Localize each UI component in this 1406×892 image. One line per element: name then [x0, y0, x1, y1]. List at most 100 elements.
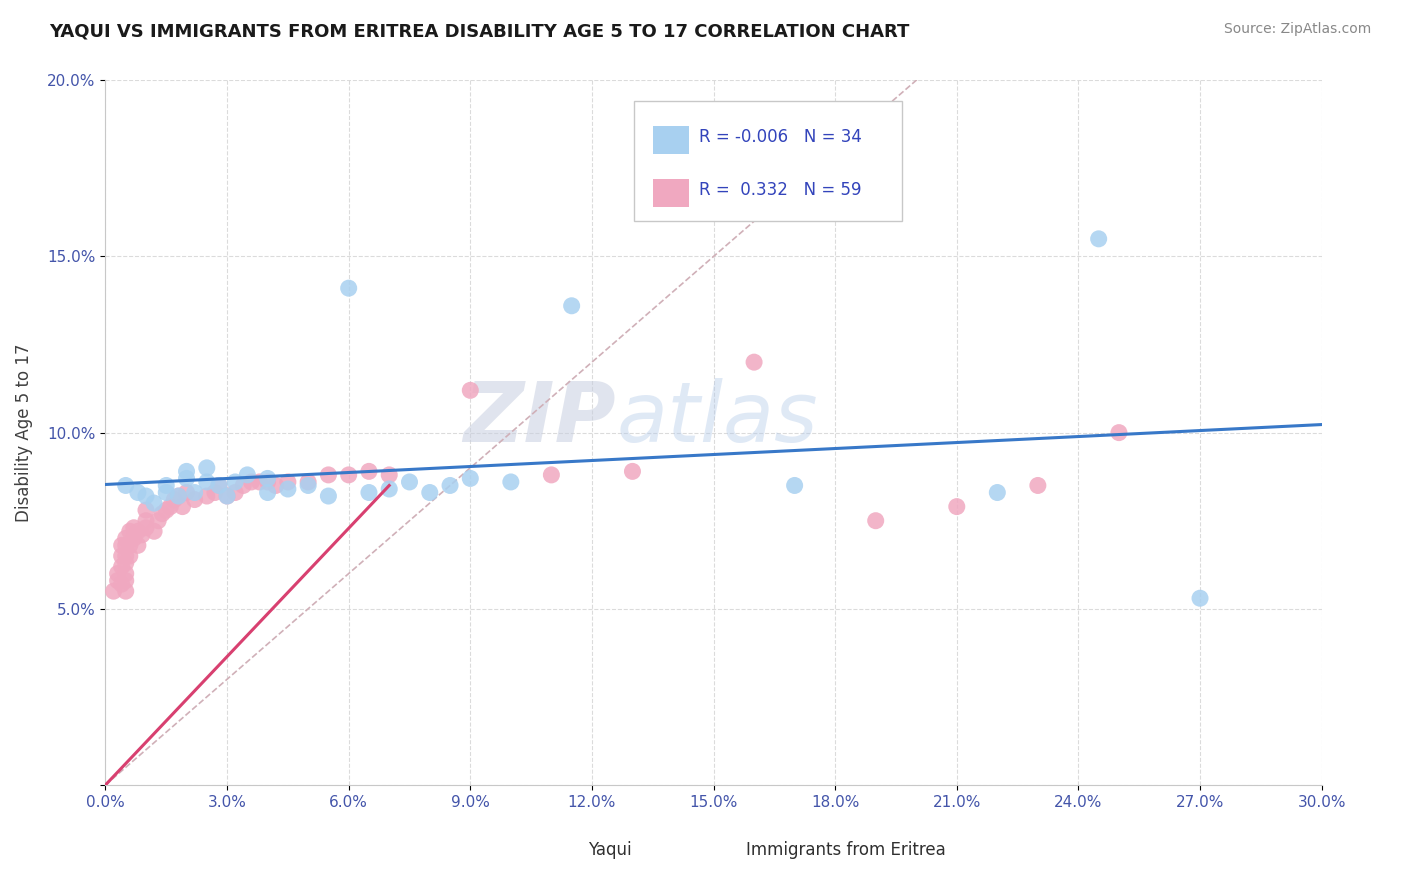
- Point: [742, 355, 765, 369]
- Point: [865, 514, 887, 528]
- Point: [103, 584, 125, 599]
- Point: [277, 482, 299, 496]
- Point: [419, 485, 441, 500]
- Point: [217, 489, 239, 503]
- Text: Source: ZipAtlas.com: Source: ZipAtlas.com: [1223, 22, 1371, 37]
- Point: [167, 489, 190, 503]
- Point: [118, 538, 141, 552]
- Point: [107, 566, 129, 581]
- Bar: [652, 179, 689, 207]
- Point: [357, 485, 380, 500]
- Point: [135, 521, 157, 535]
- Point: [183, 485, 205, 500]
- Point: [195, 489, 218, 503]
- Point: [561, 299, 583, 313]
- Point: [122, 531, 145, 545]
- Point: [783, 478, 806, 492]
- Point: [131, 528, 153, 542]
- Point: [986, 485, 1008, 500]
- Point: [111, 559, 134, 574]
- Point: [540, 467, 562, 482]
- Point: [217, 489, 239, 503]
- Text: Yaqui: Yaqui: [588, 841, 631, 859]
- Point: [357, 464, 380, 478]
- Point: [159, 500, 181, 514]
- Point: [277, 475, 299, 489]
- Point: [195, 475, 218, 489]
- Point: [264, 478, 287, 492]
- Point: [111, 538, 134, 552]
- Point: [143, 524, 166, 539]
- Point: [114, 574, 136, 588]
- Point: [337, 281, 360, 295]
- Point: [111, 577, 134, 591]
- Point: [337, 467, 360, 482]
- Point: [167, 489, 190, 503]
- Point: [256, 475, 278, 489]
- Point: [114, 478, 136, 492]
- Point: [1026, 478, 1049, 492]
- Point: [172, 500, 194, 514]
- Point: [118, 549, 141, 563]
- Point: [232, 478, 254, 492]
- Point: [318, 467, 340, 482]
- Point: [499, 475, 522, 489]
- Point: [378, 467, 401, 482]
- Point: [458, 471, 481, 485]
- Point: [318, 489, 340, 503]
- Point: [146, 514, 169, 528]
- Point: [111, 549, 134, 563]
- Point: [155, 478, 177, 492]
- Point: [183, 492, 205, 507]
- Point: [195, 460, 218, 475]
- Bar: [555, 841, 582, 863]
- Point: [256, 485, 278, 500]
- Bar: [713, 841, 741, 863]
- Point: [114, 538, 136, 552]
- Point: [114, 584, 136, 599]
- Point: [224, 475, 246, 489]
- Point: [240, 475, 263, 489]
- Point: [114, 549, 136, 563]
- Point: [155, 503, 177, 517]
- Point: [204, 485, 226, 500]
- Point: [114, 531, 136, 545]
- Text: atlas: atlas: [616, 378, 818, 459]
- Point: [398, 475, 420, 489]
- Point: [224, 485, 246, 500]
- Point: [176, 485, 198, 500]
- Point: [236, 467, 259, 482]
- Point: [107, 574, 129, 588]
- Bar: [652, 126, 689, 154]
- Point: [118, 524, 141, 539]
- Point: [378, 482, 401, 496]
- Point: [945, 500, 967, 514]
- Point: [135, 503, 157, 517]
- Point: [114, 556, 136, 570]
- Point: [135, 489, 157, 503]
- Point: [297, 478, 319, 492]
- Point: [1087, 232, 1109, 246]
- Point: [1189, 591, 1212, 606]
- Bar: [634, 102, 903, 221]
- Text: YAQUI VS IMMIGRANTS FROM ERITREA DISABILITY AGE 5 TO 17 CORRELATION CHART: YAQUI VS IMMIGRANTS FROM ERITREA DISABIL…: [49, 22, 910, 40]
- Y-axis label: Disability Age 5 to 17: Disability Age 5 to 17: [15, 343, 34, 522]
- Point: [143, 496, 166, 510]
- Point: [439, 478, 461, 492]
- Point: [208, 478, 231, 492]
- Point: [176, 471, 198, 485]
- Text: R = -0.006   N = 34: R = -0.006 N = 34: [699, 128, 862, 145]
- Point: [114, 566, 136, 581]
- Text: Immigrants from Eritrea: Immigrants from Eritrea: [747, 841, 946, 859]
- Point: [297, 475, 319, 489]
- Point: [621, 464, 644, 478]
- Point: [256, 471, 278, 485]
- Point: [163, 492, 186, 507]
- Point: [127, 524, 149, 539]
- Point: [1108, 425, 1130, 440]
- Point: [208, 478, 231, 492]
- Point: [249, 475, 271, 489]
- Point: [155, 485, 177, 500]
- Point: [458, 384, 481, 398]
- Point: [135, 514, 157, 528]
